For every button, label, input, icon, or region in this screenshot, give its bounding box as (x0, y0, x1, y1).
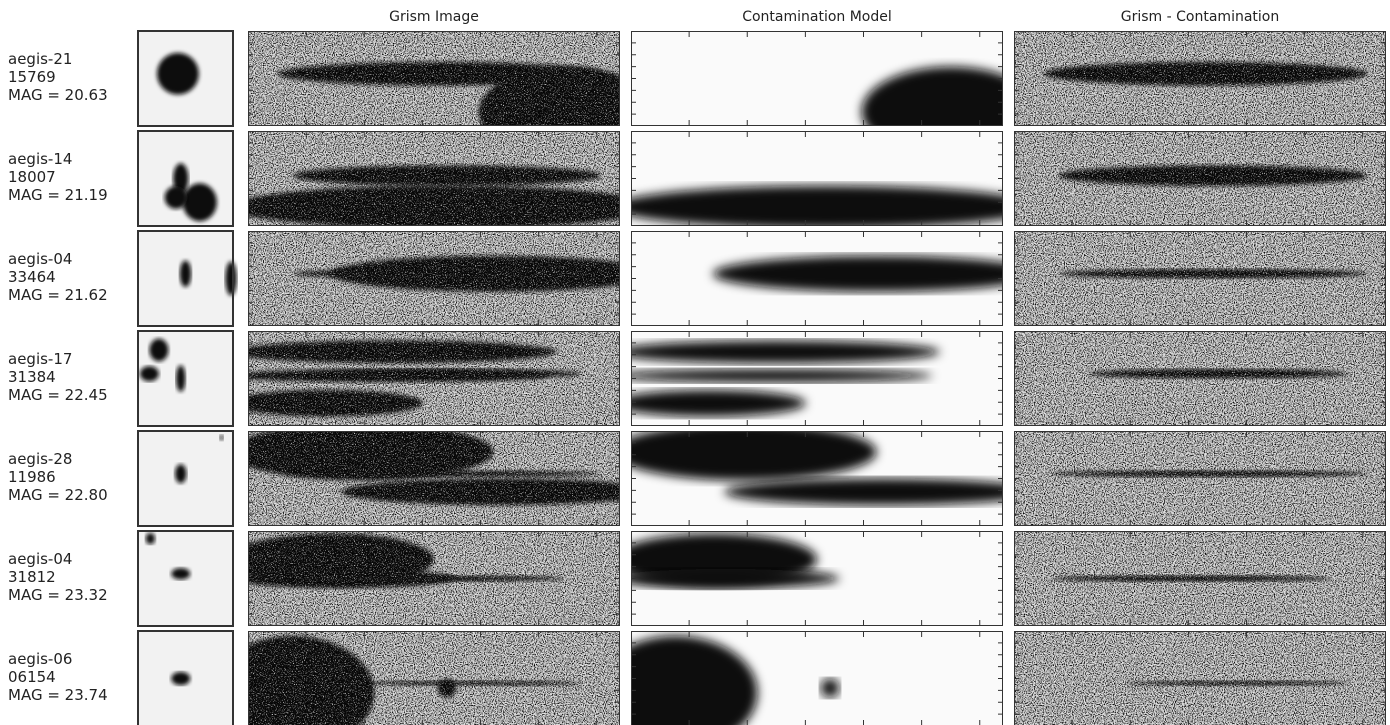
row-label: 11986 (8, 468, 56, 486)
panel (631, 31, 1003, 126)
noise (248, 631, 620, 725)
thumb-frame (137, 430, 234, 527)
panel (631, 531, 1003, 626)
row-label: aegis-04 (8, 550, 72, 568)
row-label: MAG = 22.80 (8, 486, 108, 504)
thumb-source (157, 52, 199, 95)
thumb-source (182, 183, 217, 222)
row-label: MAG = 22.45 (8, 386, 108, 404)
thumb-source (219, 434, 224, 441)
thumb-source (179, 260, 192, 288)
row-label: 31384 (8, 368, 56, 386)
panel (1014, 231, 1386, 326)
contaminant (631, 340, 940, 364)
panel (1014, 131, 1386, 226)
thumb-source (173, 163, 189, 194)
row-label: MAG = 21.19 (8, 186, 108, 204)
contaminant (631, 389, 806, 417)
thumbnail (137, 530, 234, 627)
row-label: MAG = 21.62 (8, 286, 108, 304)
contaminant (631, 369, 933, 383)
row-label: 33464 (8, 268, 56, 286)
thumb-frame (137, 330, 234, 427)
thumb-source (149, 338, 169, 362)
row-label: 18007 (8, 168, 56, 186)
contaminant (724, 478, 1003, 506)
contaminant (631, 185, 1003, 226)
noise (248, 31, 620, 126)
thumbnail (137, 430, 234, 527)
panel (248, 231, 620, 326)
thumb-source (176, 365, 186, 392)
panel (248, 431, 620, 526)
column-header: Grism - Contamination (1121, 9, 1279, 25)
row-label: MAG = 23.74 (8, 686, 108, 704)
panel (248, 631, 620, 725)
thumb-source (225, 261, 237, 296)
noise (1014, 31, 1386, 126)
panel (1014, 631, 1386, 725)
row-label: aegis-28 (8, 450, 72, 468)
noise (248, 131, 620, 226)
panel (248, 31, 620, 126)
panel (1014, 431, 1386, 526)
noise (1014, 331, 1386, 426)
panel (631, 331, 1003, 426)
row-label: aegis-14 (8, 150, 72, 168)
noise (1014, 231, 1386, 326)
thumb-frame (137, 230, 234, 327)
thumb-frame (137, 630, 234, 725)
row-label: aegis-06 (8, 650, 72, 668)
row-label: MAG = 20.63 (8, 86, 108, 104)
noise (248, 231, 620, 326)
panel (1014, 531, 1386, 626)
thumb-frame (137, 530, 234, 627)
contaminant (631, 635, 758, 725)
row-label: aegis-17 (8, 350, 72, 368)
noise (248, 331, 620, 426)
panel (248, 331, 620, 426)
panel (248, 531, 620, 626)
panel (1014, 31, 1386, 126)
row-label: aegis-21 (8, 50, 72, 68)
panel (631, 131, 1003, 226)
row-label: 06154 (8, 668, 56, 686)
noise (1014, 431, 1386, 526)
thumb-source (175, 464, 187, 484)
contaminant (712, 255, 1003, 292)
row-label: 15769 (8, 68, 56, 86)
panel (248, 131, 620, 226)
column-header: Grism Image (389, 9, 479, 25)
contaminant (861, 66, 1003, 126)
panel (1014, 331, 1386, 426)
noise (248, 531, 620, 626)
column-header: Contamination Model (742, 9, 892, 25)
thumbnail (137, 230, 237, 327)
thumb-frame (137, 30, 234, 127)
panel (631, 631, 1003, 725)
thumbnail (137, 630, 234, 725)
panel (631, 231, 1003, 326)
noise (248, 431, 620, 526)
thumb-source (139, 366, 159, 382)
thumb-source (145, 532, 156, 545)
thumbnail (137, 130, 234, 227)
thumb-source (171, 671, 191, 686)
row-label: MAG = 23.32 (8, 586, 108, 604)
thumb-frame (137, 130, 234, 227)
noise (1014, 131, 1386, 226)
contaminant (631, 431, 877, 481)
thumb-source (164, 186, 188, 209)
contaminant (820, 678, 840, 698)
row-label: 31812 (8, 568, 56, 586)
contaminant (631, 569, 840, 588)
panel (631, 431, 1003, 526)
row-label: aegis-04 (8, 250, 72, 268)
noise (1014, 531, 1386, 626)
thumbnail (137, 30, 234, 127)
thumbnail (137, 330, 234, 427)
noise (1014, 631, 1386, 725)
thumb-source (171, 568, 191, 580)
